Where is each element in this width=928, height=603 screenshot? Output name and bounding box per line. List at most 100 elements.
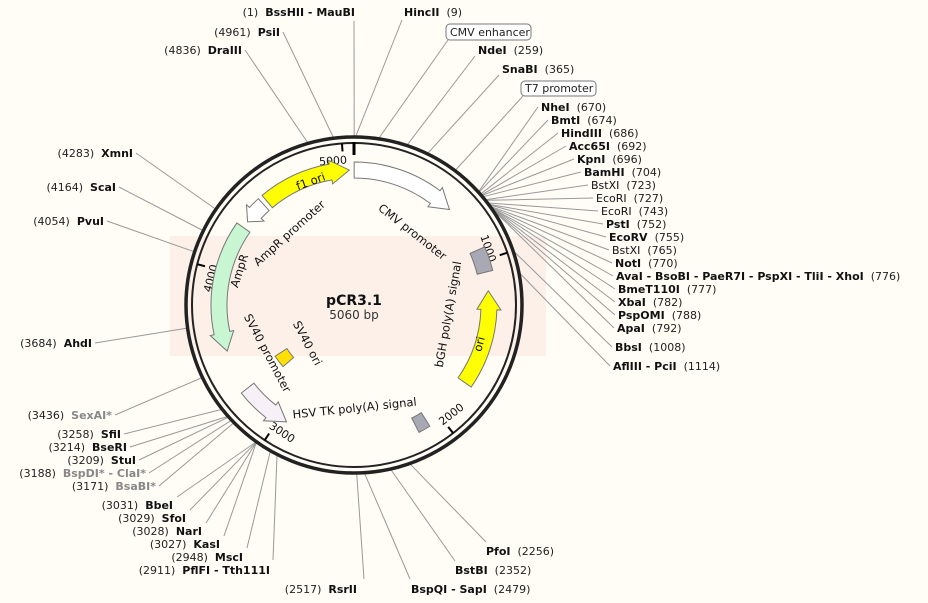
leader-line [481, 145, 567, 196]
boxed-label-t7-promoter[interactable]: T7 promoter [524, 82, 594, 95]
site-nari[interactable]: (3028) NarI [132, 525, 202, 538]
site-name: PspOMI [618, 309, 665, 322]
site-sfoi[interactable]: (3029) SfoI [118, 512, 186, 525]
site-name: SfoI [162, 512, 186, 525]
leader-line [138, 416, 229, 461]
site-xmni[interactable]: (4283) XmnI [58, 147, 133, 160]
site-bstxi[interactable]: BstXI (723) [591, 179, 656, 192]
site-bspdi-clai[interactable]: (3188) BspDI* - ClaI* [19, 467, 146, 480]
site-bsshii-maubi[interactable]: (1) BssHII - MauBI [243, 6, 355, 19]
site-stui[interactable]: (3209) StuI [67, 454, 136, 467]
feature-ori[interactable] [457, 289, 502, 388]
site-bspqi-sapi[interactable]: BspQI - SapI (2479) [411, 583, 530, 596]
site-apai[interactable]: ApaI (792) [617, 322, 682, 335]
leader-line [158, 422, 234, 487]
site-ecori[interactable]: EcoRI (727) [596, 192, 663, 205]
site-bstbi[interactable]: BstBI (2352) [455, 564, 531, 577]
leader-line [490, 204, 607, 238]
site-psii[interactable]: (4961) PsiI [214, 26, 280, 39]
site-pfoi[interactable]: PfoI (2256) [486, 545, 554, 558]
site-sexai[interactable]: (3436) SexAI* [28, 409, 113, 422]
site-kasi[interactable]: (3027) KasI [150, 538, 220, 551]
feature-hsv-tk-poly-a-signal[interactable] [411, 411, 431, 434]
site-avai-bsobi-paer7i-pspxi-tlii-xhoi[interactable]: AvaI - BsoBI - PaeR7I - PspXI - TliI - X… [616, 270, 900, 283]
site-acc65i[interactable]: Acc65I (692) [569, 140, 647, 153]
tick-mark [263, 432, 270, 441]
site-bsabi[interactable]: (3171) BsaBI* [72, 480, 156, 493]
site-ecori[interactable]: EcoRI (743) [601, 205, 668, 218]
site-sfii[interactable]: (3258) SfiI [57, 428, 121, 441]
feature-sv40-ori[interactable] [274, 347, 295, 368]
site-xbai[interactable]: XbaI (782) [618, 296, 682, 309]
site-ndei[interactable]: NdeI (259) [478, 44, 543, 57]
site-name: SnaBI [502, 63, 538, 76]
site-afliii-pcii[interactable]: AflIII - PciI (1114) [613, 360, 720, 373]
site-pspomi[interactable]: PspOMI (788) [618, 309, 701, 322]
leader-line [407, 55, 476, 145]
site-name: EcoRI [601, 205, 632, 218]
site-msci[interactable]: (2948) MscI [171, 551, 243, 564]
boxed-feature-labels: CMV enhancer T7 promoter [445, 23, 597, 97]
leader-line [94, 327, 187, 344]
site-position: (259) [514, 44, 544, 57]
leader-line [223, 442, 257, 537]
site-psti[interactable]: PstI (752) [606, 218, 666, 231]
leader-line [479, 119, 549, 193]
leader-line [494, 210, 615, 329]
site-bamhi[interactable]: BamHI (704) [584, 166, 661, 179]
site-position: (4836) [164, 44, 201, 57]
leader-line [129, 416, 228, 448]
feature-cmv-promoter[interactable] [353, 161, 451, 211]
site-kpni[interactable]: KpnI (696) [577, 153, 642, 166]
site-scai[interactable]: (4164) ScaI [46, 181, 116, 194]
site-position: (2911) [139, 564, 176, 577]
site-noti[interactable]: NotI (770) [615, 257, 678, 270]
site-bmet110i[interactable]: BmeT110I (777) [618, 283, 716, 296]
site-name: EcoRI [596, 192, 627, 205]
site-bbsi[interactable]: BbsI (1008) [615, 341, 685, 354]
site-position: (9) [447, 6, 463, 19]
site-position: (3684) [20, 337, 57, 350]
site-nhei[interactable]: NheI (670) [541, 101, 606, 114]
tick-mark [340, 143, 344, 152]
site-bmti[interactable]: BmtI (674) [551, 114, 617, 127]
site-bbei[interactable]: (3031) BbeI [102, 499, 173, 512]
site-name: NdeI [478, 44, 507, 57]
feature-ampr[interactable] [209, 222, 251, 353]
site-position: (3029) [118, 512, 155, 525]
site-ecorv[interactable]: EcoRV (755) [609, 231, 684, 244]
site-pflfi-tth111i[interactable]: (2911) PflFI - Tth111I [139, 564, 270, 577]
site-hincii[interactable]: HincII (9) [404, 6, 462, 19]
site-position: (727) [634, 192, 664, 205]
boxed-label-cmv-enhancer[interactable]: CMV enhancer [450, 26, 530, 39]
site-name: PfoI [486, 545, 511, 558]
site-name: ScaI [90, 181, 116, 194]
site-pvui[interactable]: (4054) PvuI [33, 215, 104, 228]
site-name: BspDI* - ClaI* [63, 467, 146, 480]
feature-bgh-poly-a-signal[interactable] [469, 246, 494, 275]
feature-label-hsv-tk-poly-a-signal: HSV TK poly(A) signal [292, 395, 417, 422]
site-position: (3258) [57, 428, 94, 441]
site-bseri[interactable]: (3214) BseRI [48, 441, 127, 454]
site-position: (4961) [214, 26, 251, 39]
site-name: NotI [615, 257, 641, 270]
feature-ampr-promoter[interactable] [245, 197, 270, 223]
leader-line [489, 203, 604, 225]
site-name: RsrII [328, 583, 357, 596]
plasmid-length: 5060 bp [329, 308, 379, 322]
leader-line [482, 158, 575, 196]
site-name: BsaBI* [115, 480, 156, 493]
leader-line [480, 132, 559, 195]
site-name: EcoRV [609, 231, 648, 244]
feature-f1-ori[interactable] [261, 159, 351, 209]
site-name: BamHI [584, 166, 625, 179]
site-name: StuI [111, 454, 136, 467]
site-hindiii[interactable]: HindIII (686) [561, 127, 639, 140]
site-ahdi[interactable]: (3684) AhdI [20, 337, 92, 350]
feature-sv40-promoter[interactable] [240, 382, 288, 423]
site-name: HincII [404, 6, 440, 19]
site-bstxi[interactable]: BstXI (765) [612, 244, 677, 257]
site-draiii[interactable]: (4836) DraIII [164, 44, 242, 57]
site-snabi[interactable]: SnaBI (365) [502, 63, 574, 76]
site-rsrii[interactable]: (2517) RsrII [285, 583, 357, 596]
